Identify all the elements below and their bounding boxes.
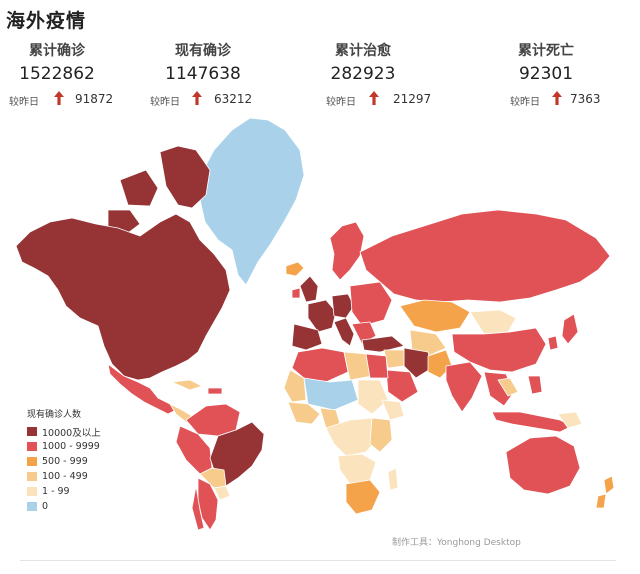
stat-label: 现有确诊 [175, 43, 231, 59]
region-balkans [351, 321, 377, 345]
region-philippines [527, 375, 543, 395]
region-japan [561, 313, 579, 345]
arrow-up-icon [552, 91, 562, 105]
legend-item: 0 [27, 499, 167, 514]
arrow-up-icon [369, 91, 379, 105]
arrow-up-icon [54, 91, 64, 105]
stat-value: 92301 [518, 64, 574, 84]
legend-item: 100 - 499 [27, 469, 167, 484]
region-north-america [15, 213, 231, 381]
region-russia [359, 209, 611, 303]
region-central-asia [409, 329, 447, 357]
stat-delta: 7363 [570, 92, 601, 106]
region-sudan [357, 379, 389, 415]
legend-swatch [27, 487, 37, 496]
region-paraguay [213, 485, 231, 501]
region-china [451, 327, 547, 373]
region-indonesia [491, 411, 573, 433]
legend-swatch [27, 427, 37, 436]
region-india [445, 361, 483, 413]
legend-label: 10000及以上 [42, 427, 101, 439]
region-canada-arctic [159, 145, 211, 209]
region-new-zealand [603, 475, 615, 495]
arrow-up-icon [192, 91, 202, 105]
legend-swatch [27, 457, 37, 466]
region-new-zealand-south [595, 493, 607, 509]
region-sahara-west [283, 369, 307, 403]
region-korea [547, 335, 559, 351]
region-italy [333, 317, 355, 347]
legend-label: 500 - 999 [42, 456, 88, 467]
region-chile-south [191, 485, 205, 530]
region-mongolia [469, 309, 517, 335]
region-australia [505, 435, 581, 495]
region-canada-arctic-2 [119, 169, 159, 207]
compare-label: 较昨日 [326, 97, 356, 108]
region-turkey [361, 335, 405, 353]
stat-delta: 91872 [75, 92, 114, 106]
stat-delta: 63212 [214, 92, 253, 106]
region-cuba [171, 379, 203, 391]
stat-value: 1522862 [19, 64, 95, 84]
region-morocco-algeria [291, 347, 349, 383]
region-west-africa [287, 401, 321, 425]
region-ireland [291, 287, 301, 299]
legend-item: 1000 - 9999 [27, 439, 167, 454]
region-germany [331, 293, 355, 319]
region-iceland [285, 261, 305, 277]
credit-text: 制作工具：Yonghong Desktop [392, 538, 521, 548]
bottom-divider [20, 560, 616, 561]
region-mexico [107, 363, 177, 415]
region-southern-africa [345, 479, 381, 515]
stats-row: 累计确诊 1522862 较昨日 91872 现有确诊 1147638 较昨日 … [0, 40, 640, 120]
legend-item: 1 - 99 [27, 484, 167, 499]
stat-value: 1147638 [165, 64, 241, 84]
region-uk [299, 275, 319, 303]
legend-label: 1 - 99 [42, 486, 70, 497]
region-kazakhstan [399, 299, 471, 333]
region-saudi [385, 369, 419, 403]
compare-label: 较昨日 [510, 97, 540, 108]
legend-label: 0 [42, 501, 49, 512]
stat-value: 282923 [330, 64, 396, 84]
stat-label: 累计确诊 [29, 43, 85, 59]
region-east-africa [369, 417, 393, 453]
legend-label: 100 - 499 [42, 471, 88, 482]
region-spain-portugal [291, 323, 323, 351]
legend-swatch [27, 502, 37, 511]
region-indochina [497, 377, 519, 397]
legend-title: 现有确诊人数 [27, 410, 82, 420]
region-egypt [365, 353, 389, 379]
compare-label: 较昨日 [150, 97, 180, 108]
world-map [15, 117, 615, 530]
region-colombia-venezuela [185, 403, 241, 437]
region-hispaniola [207, 387, 223, 395]
compare-label: 较昨日 [9, 97, 39, 108]
stat-label: 累计治愈 [335, 43, 391, 59]
map-legend: 现有确诊人数 10000及以上 1000 - 9999 500 - 999 10… [27, 407, 167, 514]
region-horn [381, 399, 405, 421]
legend-swatch [27, 442, 37, 451]
region-scandinavia [329, 221, 365, 281]
region-niger-chad-mali [303, 377, 359, 411]
legend-item: 10000及以上 [27, 424, 167, 439]
legend-swatch [27, 472, 37, 481]
region-bolivia [199, 467, 227, 489]
region-east-europe [349, 281, 393, 327]
region-png [557, 411, 583, 429]
page-title: 海外疫情 [6, 10, 87, 32]
region-france-benelux [307, 299, 337, 333]
legend-item: 500 - 999 [27, 454, 167, 469]
legend-label: 1000 - 9999 [42, 441, 100, 452]
stat-delta: 21297 [393, 92, 432, 106]
region-madagascar [387, 467, 399, 491]
stat-label: 累计死亡 [518, 43, 574, 59]
region-angola-zambia [337, 453, 377, 485]
